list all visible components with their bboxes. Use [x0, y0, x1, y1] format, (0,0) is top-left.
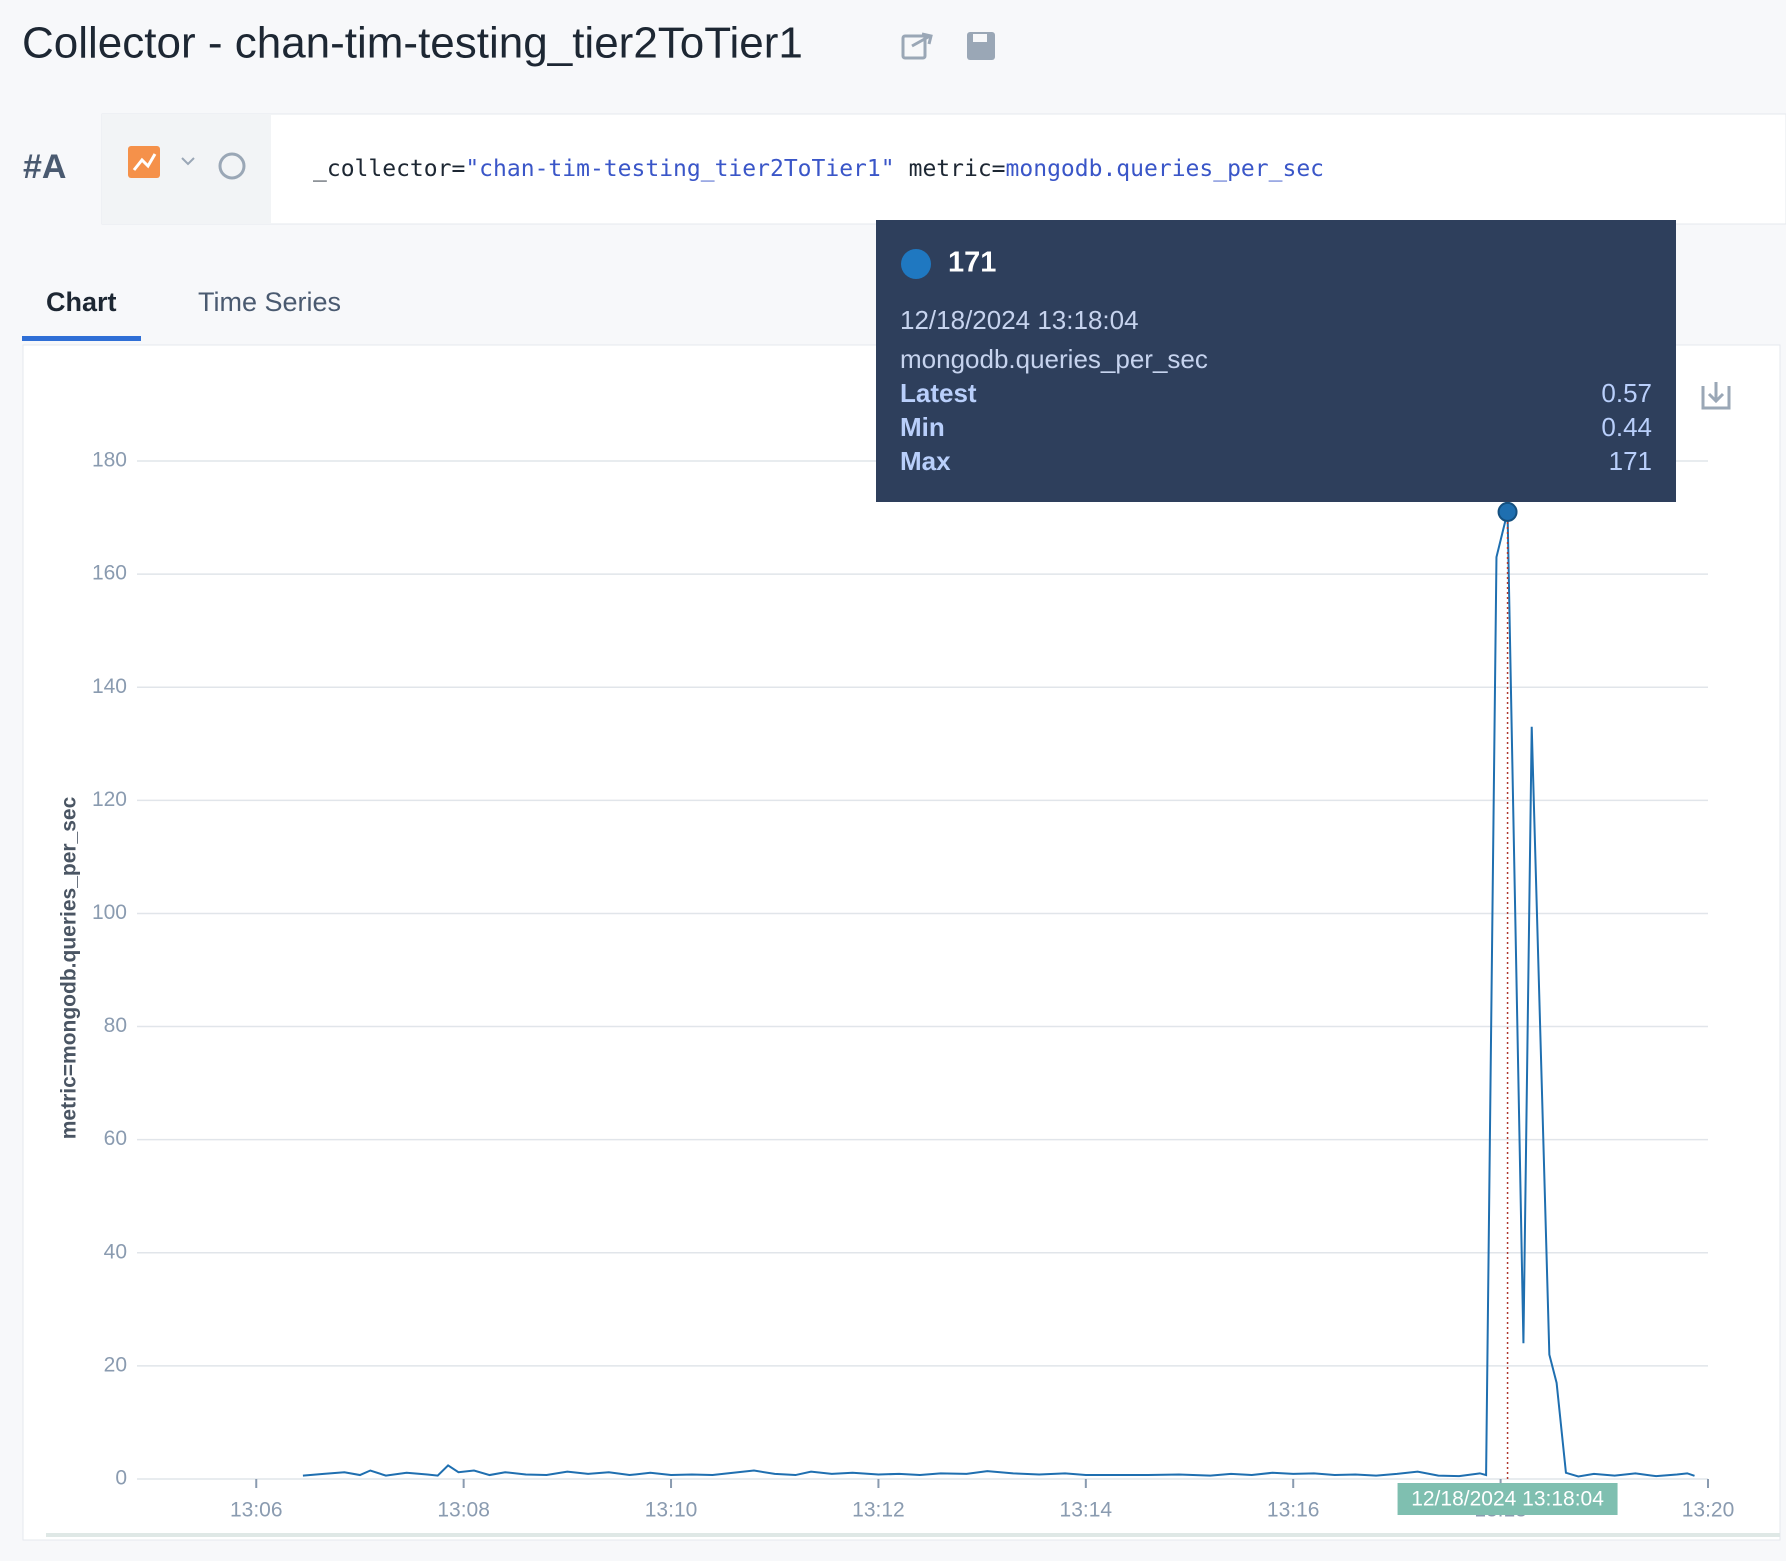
- y-tick-label: 60: [104, 1127, 127, 1150]
- tooltip-stat-value: 171: [1609, 446, 1652, 476]
- time-icon[interactable]: [218, 152, 246, 180]
- tooltip-stat-label: Max: [900, 446, 951, 476]
- y-tick-label: 140: [92, 675, 127, 698]
- tooltip-stat-value: 0.44: [1601, 412, 1652, 442]
- page-title: Collector - chan-tim-testing_tier2ToTier…: [22, 19, 803, 68]
- y-tick-label: 180: [92, 449, 127, 472]
- tab[interactable]: Time Series: [198, 287, 341, 317]
- tooltip-stat-label: Latest: [900, 378, 977, 408]
- tooltip: 171 12/18/2024 13:18:04 mongodb.queries_…: [876, 220, 1676, 502]
- y-axis-title: metric=mongodb.queries_per_sec: [58, 796, 81, 1139]
- series-line: [302, 511, 1695, 1478]
- query-value: "chan-tim-testing_tier2ToTier1": [465, 156, 894, 182]
- tooltip-stat-value: 0.57: [1601, 378, 1652, 408]
- query-value: mongodb.queries_per_sec: [1006, 156, 1325, 182]
- download-icon[interactable]: [1701, 382, 1731, 410]
- y-tick-label: 20: [104, 1353, 127, 1376]
- query-tools: [102, 114, 271, 224]
- panel-bottom-bar: [46, 1533, 1780, 1537]
- query-text[interactable]: _collector="chan-tim-testing_tier2ToTier…: [313, 156, 1324, 182]
- tooltip-stat-label: Min: [900, 412, 945, 442]
- dropdown-chevron[interactable]: [181, 157, 195, 166]
- x-tick-label: 13:14: [1060, 1499, 1113, 1522]
- tab[interactable]: Chart: [46, 287, 117, 317]
- query-key: metric=: [909, 156, 1006, 182]
- y-tick-label: 80: [104, 1014, 127, 1037]
- crosshair-label-box: [1397, 1483, 1618, 1515]
- x-tick-label: 13:10: [645, 1499, 698, 1522]
- x-tick-label: 13:12: [852, 1499, 905, 1522]
- y-tick-label: 40: [104, 1240, 127, 1263]
- hover-point: [1497, 501, 1518, 522]
- query-label: #A: [23, 148, 66, 186]
- y-tick-label: 0: [115, 1467, 127, 1490]
- x-tick-label: 13:08: [437, 1499, 490, 1522]
- crosshair-label: 12/18/2024 13:18:04: [1411, 1488, 1604, 1511]
- save-icon[interactable]: [967, 32, 995, 60]
- query-key: _collector=: [313, 156, 465, 182]
- plot: 0 20 40 60 80 100 120 140 160 180 13:06 13:08 13:10 1…: [92, 449, 1734, 1522]
- tooltip-swatch: [901, 249, 931, 279]
- y-tick-label: 160: [92, 562, 127, 585]
- x-tick-label: 13:16: [1267, 1499, 1320, 1522]
- tooltip-metric: mongodb.queries_per_sec: [900, 344, 1208, 374]
- y-tick-label: 120: [92, 788, 127, 811]
- active-tab-underline: [22, 336, 141, 341]
- x-tick-label: 13:06: [230, 1499, 283, 1522]
- tooltip-value: 171: [948, 247, 996, 279]
- share-icon[interactable]: [901, 32, 933, 60]
- y-tick-label: 100: [92, 901, 127, 924]
- chart-type-glyph: [132, 153, 157, 171]
- tooltip-box: [876, 220, 1676, 502]
- x-tick-label: 13:20: [1682, 1499, 1735, 1522]
- tooltip-timestamp: 12/18/2024 13:18:04: [900, 305, 1139, 335]
